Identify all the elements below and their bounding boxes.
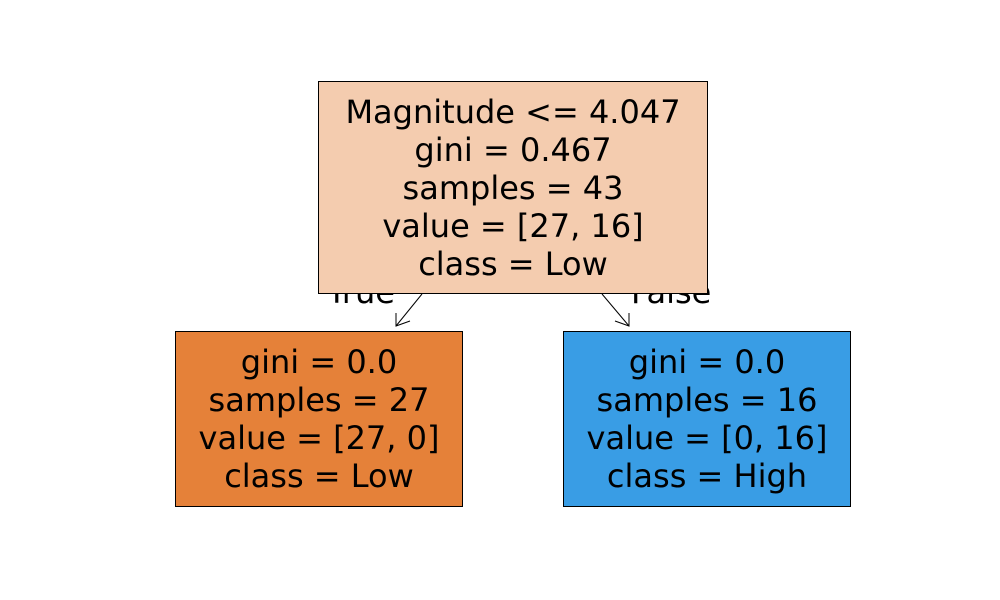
node-root-condition: Magnitude <= 4.047 bbox=[345, 93, 680, 131]
node-right-value: value = [0, 16] bbox=[587, 419, 828, 457]
tree-node-left-leaf: gini = 0.0 samples = 27 value = [27, 0] … bbox=[175, 331, 463, 507]
tree-node-root: Magnitude <= 4.047 gini = 0.467 samples … bbox=[318, 81, 708, 294]
node-right-samples: samples = 16 bbox=[597, 381, 818, 419]
node-root-samples: samples = 43 bbox=[403, 169, 624, 207]
tree-node-right-leaf: gini = 0.0 samples = 16 value = [0, 16] … bbox=[563, 331, 851, 507]
node-left-class: class = Low bbox=[224, 457, 414, 495]
node-left-value: value = [27, 0] bbox=[199, 419, 440, 457]
node-left-gini: gini = 0.0 bbox=[241, 343, 397, 381]
node-root-gini: gini = 0.467 bbox=[414, 131, 611, 169]
edge-root-to-left bbox=[396, 294, 422, 326]
node-left-samples: samples = 27 bbox=[209, 381, 430, 419]
node-root-value: value = [27, 16] bbox=[382, 207, 643, 245]
edge-root-to-right bbox=[602, 294, 629, 326]
node-right-class: class = High bbox=[607, 457, 807, 495]
node-right-gini: gini = 0.0 bbox=[629, 343, 785, 381]
node-root-class: class = Low bbox=[418, 245, 608, 283]
